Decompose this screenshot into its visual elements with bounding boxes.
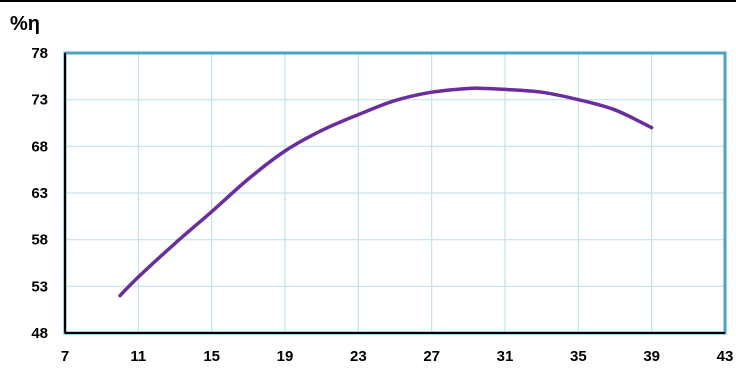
x-tick-label: 19 xyxy=(277,348,294,365)
x-tick-label: 27 xyxy=(423,348,440,365)
x-tick-label: 23 xyxy=(350,348,367,365)
top-rule xyxy=(0,0,736,2)
y-tick-label: 63 xyxy=(31,185,48,202)
x-tick-labels: 7 11 15 19 23 27 31 35 39 43 xyxy=(61,348,734,365)
y-tick-label: 58 xyxy=(31,232,48,249)
x-tick-label: 43 xyxy=(717,348,734,365)
y-tick-label: 68 xyxy=(31,138,48,155)
x-tick-label: 7 xyxy=(61,348,69,365)
grid xyxy=(64,52,726,334)
x-tick-label: 15 xyxy=(203,348,220,365)
y-tick-labels: 48 53 58 63 68 73 78 xyxy=(31,45,48,342)
series-line xyxy=(118,86,654,298)
y-tick-label: 78 xyxy=(31,45,48,62)
x-tick-label: 11 xyxy=(130,348,146,365)
x-tick-label: 35 xyxy=(570,348,587,365)
y-tick-label: 53 xyxy=(31,278,48,295)
y-axis-label: %η xyxy=(10,13,40,35)
x-tick-label: 39 xyxy=(643,348,660,365)
series-group xyxy=(118,86,654,298)
y-tick-label: 73 xyxy=(31,92,48,109)
y-tick-label: 48 xyxy=(31,325,48,342)
x-tick-label: 31 xyxy=(497,348,514,365)
